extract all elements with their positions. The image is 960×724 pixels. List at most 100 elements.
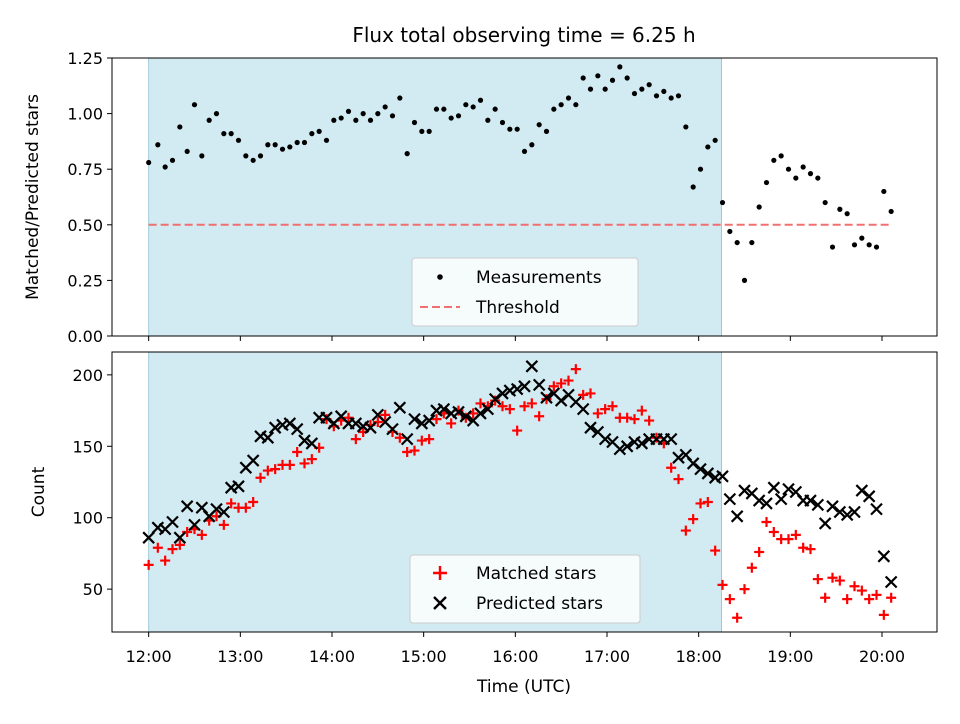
measurement-point bbox=[243, 153, 249, 159]
predicted-star-point bbox=[415, 417, 429, 430]
predicted-star-point bbox=[804, 494, 817, 507]
predicted-star-point bbox=[584, 421, 597, 434]
matched-star-point bbox=[504, 404, 515, 415]
matched-star-point bbox=[688, 514, 699, 525]
predicted-star-point bbox=[554, 394, 568, 407]
measurement-point bbox=[807, 171, 814, 177]
predicted-star-point bbox=[452, 405, 465, 419]
measurement-point bbox=[301, 139, 308, 146]
predicted-star-point bbox=[518, 380, 531, 393]
measurement-point bbox=[602, 86, 608, 92]
predicted-star-point bbox=[855, 484, 869, 497]
count-y-axis-label: Count bbox=[29, 466, 49, 517]
matched-star-point bbox=[446, 418, 457, 429]
measurement-point bbox=[705, 144, 711, 150]
measurement-point bbox=[668, 95, 674, 101]
measurement-point bbox=[433, 106, 440, 112]
ratio-legend: Measurements Threshold bbox=[411, 257, 639, 327]
matched-star-point bbox=[519, 401, 530, 412]
matched-star-point bbox=[856, 585, 867, 596]
measurement-point bbox=[411, 119, 418, 126]
measurement-point bbox=[382, 104, 388, 110]
measurement-point bbox=[309, 131, 315, 137]
measurement-point bbox=[294, 139, 300, 146]
matched-star-point bbox=[585, 388, 596, 399]
measurement-point bbox=[485, 117, 491, 123]
measurement-point bbox=[184, 148, 190, 155]
predicted-star-point bbox=[320, 411, 333, 424]
matched-star-point bbox=[262, 465, 273, 476]
matched-star-point bbox=[424, 434, 435, 445]
measurement-point bbox=[815, 175, 821, 181]
measurement-point bbox=[177, 124, 183, 130]
predicted-star-point bbox=[818, 517, 832, 530]
matched-star-point bbox=[805, 544, 816, 555]
measurement-point bbox=[455, 113, 462, 119]
measurement-point bbox=[719, 199, 726, 206]
measurement-point bbox=[734, 239, 740, 246]
measurement-point bbox=[448, 115, 454, 121]
measurement-point bbox=[697, 166, 704, 172]
predicted-star-point bbox=[774, 492, 788, 506]
matched-star-point bbox=[270, 464, 281, 475]
legend-matched-label: Matched stars bbox=[476, 564, 596, 584]
predicted-star-point bbox=[532, 378, 546, 392]
matched-star-point bbox=[167, 544, 178, 555]
predicted-star-point bbox=[400, 432, 414, 446]
measurement-point bbox=[727, 228, 733, 235]
predicted-star-point bbox=[848, 505, 861, 519]
matched-star-point bbox=[754, 547, 765, 557]
matched-star-point bbox=[761, 517, 772, 527]
matched-star-point bbox=[592, 408, 603, 419]
matched-star-point bbox=[702, 497, 713, 507]
measurement-point bbox=[536, 122, 542, 128]
matched-star-point bbox=[607, 401, 618, 412]
count-x-tick-label: 19:00 bbox=[767, 647, 813, 666]
predicted-star-point bbox=[613, 442, 627, 456]
predicted-star-point bbox=[437, 402, 451, 416]
predicted-star-point bbox=[694, 462, 707, 476]
measurement-point bbox=[859, 235, 865, 241]
predicted-star-point bbox=[664, 432, 678, 446]
count-x-tick-label: 18:00 bbox=[676, 647, 722, 666]
measurement-point bbox=[199, 153, 205, 159]
matched-star-point bbox=[534, 411, 545, 422]
predicted-star-point bbox=[173, 531, 187, 544]
matched-star-point bbox=[372, 417, 383, 427]
predicted-star-point bbox=[540, 391, 553, 404]
matched-star-point bbox=[409, 445, 420, 456]
measurement-point bbox=[565, 95, 572, 101]
predicted-star-point bbox=[635, 437, 649, 450]
legend-matched-marker bbox=[433, 566, 447, 580]
ratio-panel: 0.00 0.25 0.50 0.75 1.00 1.25 Matched/Predict… bbox=[23, 49, 938, 346]
measurement-point bbox=[191, 102, 198, 108]
matched-star-point bbox=[226, 498, 237, 509]
measurement-point bbox=[741, 277, 748, 283]
count-x-tick-label: 17:00 bbox=[584, 647, 630, 666]
predicted-star-points bbox=[142, 360, 898, 589]
predicted-star-point bbox=[525, 360, 539, 373]
predicted-star-point bbox=[782, 482, 795, 496]
predicted-star-point bbox=[166, 515, 179, 529]
measurement-point bbox=[749, 239, 755, 246]
measurement-point bbox=[558, 102, 564, 108]
predicted-star-point bbox=[811, 498, 825, 512]
predicted-star-point bbox=[701, 467, 715, 480]
measurement-point bbox=[146, 159, 152, 166]
ratio-x-ticks bbox=[148, 336, 883, 341]
measurement-point bbox=[272, 142, 278, 148]
matched-star-point bbox=[475, 398, 486, 409]
matched-star-point bbox=[343, 412, 354, 423]
measurement-point bbox=[162, 164, 168, 170]
legend-measurement-marker bbox=[437, 274, 443, 280]
ratio-y-tick-label: 1.00 bbox=[67, 105, 103, 124]
matched-star-point bbox=[152, 542, 163, 553]
count-x-tick-label: 15:00 bbox=[401, 647, 447, 666]
measurement-point bbox=[470, 104, 476, 110]
count-y-tick-label: 150 bbox=[72, 437, 103, 456]
predicted-star-point bbox=[510, 382, 524, 396]
measurement-point bbox=[492, 106, 498, 112]
measurement-point bbox=[331, 117, 337, 123]
measurement-point bbox=[595, 73, 601, 79]
